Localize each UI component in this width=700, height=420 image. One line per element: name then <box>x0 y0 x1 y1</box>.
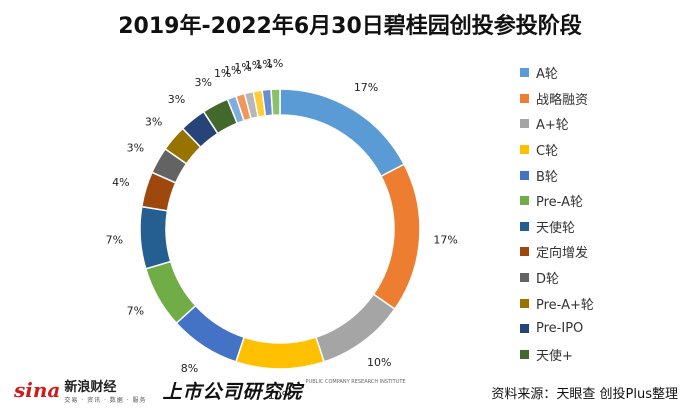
research-institute-logo: 上市公司研究院 PUBLIC COMPANY RESEARCH INSTITUT… <box>163 377 406 404</box>
donut-slice <box>314 293 396 363</box>
slice-value-label: 17% <box>354 81 378 94</box>
slice-value-label: 1% <box>234 61 251 74</box>
legend-item: D轮 <box>520 265 690 291</box>
slice-value-label: 3% <box>127 142 144 155</box>
slice-value-label: 1% <box>266 57 283 70</box>
legend-item: C轮 <box>520 137 690 163</box>
slice-value-label: 7% <box>127 304 144 317</box>
legend-item: Pre-IPO <box>520 316 690 342</box>
legend-label: 天使轮 <box>536 220 576 236</box>
slice-value-label: 3% <box>168 93 185 106</box>
slice-value-label: 1% <box>255 58 272 71</box>
legend-swatch <box>520 196 529 206</box>
sina-brand: 新浪财经 交易 · 资讯 · 数据 · 服务 <box>64 376 146 404</box>
legend-label: A轮 <box>536 67 558 83</box>
donut-slice <box>139 205 172 270</box>
research-name-en: PUBLIC COMPANY RESEARCH INSTITUTE <box>305 378 406 385</box>
legend-item: 定向增发 <box>520 239 690 265</box>
legend-swatch <box>520 221 529 231</box>
legend-label: 定向增发 <box>536 246 589 262</box>
slice-value-label: 7% <box>106 234 123 247</box>
data-source: 资料来源：天眼查 创投Plus整理 <box>491 387 678 402</box>
legend-label: B轮 <box>536 169 558 185</box>
legend-item: B轮 <box>520 162 690 188</box>
legend-item: A+轮 <box>520 111 690 137</box>
donut-slice <box>270 88 281 117</box>
slice-value-label: 3% <box>145 115 162 128</box>
slice-value-label: 1% <box>245 59 262 72</box>
sina-logo: sina <box>14 378 61 402</box>
legend-label: Pre-IPO <box>536 321 584 337</box>
legend-swatch <box>520 68 529 78</box>
slice-value-label: 4% <box>112 176 129 189</box>
donut-slice <box>279 88 406 178</box>
legend-item: 战略融资 <box>520 86 690 112</box>
donut-slice <box>372 163 421 311</box>
footer-logos: sina 新浪财经 交易 · 资讯 · 数据 · 服务 上市公司研究院 PUBL… <box>14 376 406 404</box>
donut-slice <box>234 336 326 370</box>
legend-swatch <box>520 349 529 359</box>
legend-swatch <box>520 247 529 257</box>
slice-value-label: 1% <box>214 67 231 80</box>
legend-item: Pre-A+轮 <box>520 290 690 316</box>
legend-label: D轮 <box>536 272 560 288</box>
legend-swatch <box>520 93 529 103</box>
legend-label: A+轮 <box>536 118 569 134</box>
legend-swatch <box>520 119 529 129</box>
legend-label: 战略融资 <box>536 92 589 108</box>
sina-name: 新浪财经 <box>64 380 117 395</box>
legend-swatch <box>520 298 529 308</box>
legend-label: Pre-A+轮 <box>536 297 594 313</box>
sina-tagline: 交易 · 资讯 · 数据 · 服务 <box>64 397 147 404</box>
chart-title: 2019年-2022年6月30日碧桂园创投参投阶段 <box>118 14 582 39</box>
legend-label: Pre-A轮 <box>536 195 583 211</box>
legend-swatch <box>520 324 529 334</box>
legend-swatch <box>520 170 529 180</box>
legend-item: A轮 <box>520 60 690 86</box>
legend-label: 天使+ <box>536 348 573 364</box>
research-name: 上市公司研究院 <box>162 380 303 403</box>
legend-item: Pre-A轮 <box>520 188 690 214</box>
legend-label: C轮 <box>536 144 559 160</box>
legend: A轮 战略融资 A+轮 C轮 B轮 Pre-A轮 天使轮 定向增发 D轮 Pre… <box>520 60 690 367</box>
slice-value-label: 1% <box>224 64 241 77</box>
slice-value-label: 8% <box>181 362 198 375</box>
legend-item: 天使+ <box>520 342 690 368</box>
slice-value-label: 10% <box>268 389 292 402</box>
legend-swatch <box>520 145 529 155</box>
slice-value-label: 10% <box>367 356 391 369</box>
slice-value-label: 17% <box>433 234 457 247</box>
legend-item: 天使轮 <box>520 214 690 240</box>
slice-value-label: 3% <box>194 76 211 89</box>
legend-swatch <box>520 273 529 283</box>
